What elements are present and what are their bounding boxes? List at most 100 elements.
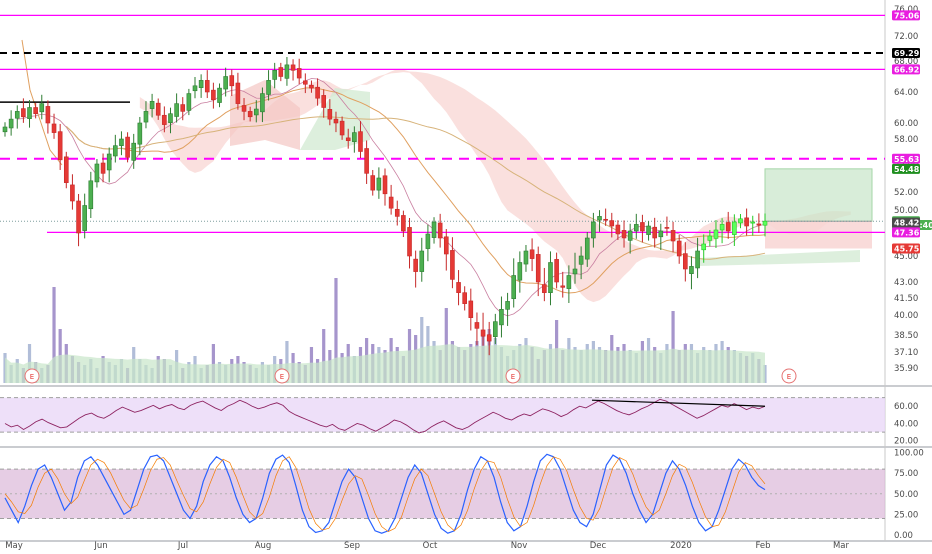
candle-body [296,68,302,79]
time-tick: Feb [755,541,770,550]
candle-body [689,266,694,274]
volume-bar [322,329,326,383]
candle-body [253,108,259,116]
price-tick: 41.50 [894,294,918,304]
candle-body [756,223,762,226]
price-tag-bg [892,153,920,164]
candle-body [493,321,498,337]
candle-body [333,118,339,124]
price-tag-bg [892,47,920,58]
candle-body [137,122,143,145]
stoch-rsi-pane[interactable]: 100.00 75.00 50.00 25.00 0.00 [0,449,924,541]
candle-body [480,329,486,337]
price-tag-label: 48.42 [894,219,919,228]
candle-body [88,180,94,210]
candle-body [358,131,363,152]
candle-body [554,259,559,283]
candle-body [707,235,713,241]
stoch-tick: 100.00 [894,449,924,459]
horizontal-levels[interactable] [0,14,885,233]
candle-body [272,70,277,80]
candle-body [744,217,749,227]
price-tick: 52.00 [894,188,918,198]
candle-body [57,131,63,161]
candle-body [315,86,320,99]
candle-body [45,106,51,124]
candle-body [633,224,639,232]
earnings-marker [505,368,521,384]
candle-body [382,175,388,195]
candle-body [443,236,449,255]
candle-body [646,225,651,235]
candle-body [284,64,290,79]
price-tag-bg [892,10,920,21]
candle-body [732,221,737,235]
candle-body [155,102,161,116]
price-tick: 35.90 [894,364,918,374]
time-tick: Jul [177,541,188,550]
price-tag-bg [892,64,920,75]
earnings-marker-label: E [787,373,791,381]
candle-body [223,76,228,90]
candle-body [235,82,241,104]
candle-body [701,243,707,251]
earnings-marker-label: E [30,373,34,381]
candle-body [676,240,682,257]
candle-body [621,230,627,239]
candle-body [149,101,155,109]
long-position-tool[interactable] [764,168,873,249]
candle-body [499,309,504,326]
rsi-tick: 20.00 [894,437,918,447]
candle-body [33,107,38,114]
rsi-line [4,398,766,434]
earnings-marker [274,368,290,384]
price-tick: 72.00 [894,32,918,42]
candle-body [609,220,615,227]
candle-body [278,67,284,77]
candle-body [27,107,32,119]
position-target-zone [764,168,873,222]
cloud-early-red [230,80,300,150]
price-tag-label: 47.36 [894,228,920,237]
candle-body [627,230,633,241]
stoch-band [0,469,885,519]
price-tick: 43.00 [894,278,918,288]
price-tick: 45.00 [894,252,918,262]
candle-body [603,218,608,221]
stoch-tick: 0.00 [894,531,913,541]
earnings-marker [781,368,797,384]
time-tick: Nov [511,541,528,550]
candle-body [8,118,14,129]
candle-body [450,250,455,280]
cloud-bullish-right [700,250,860,266]
candle-body [437,222,443,239]
candle-body [652,226,657,239]
candle-body [217,87,222,103]
rsi-pane[interactable]: 60.00 40.00 20.00 [0,397,918,447]
candle-body [517,262,523,281]
candle-body [425,233,431,249]
candle-body [658,230,664,238]
candle-body [100,162,106,174]
candlestick-series[interactable] [2,57,768,356]
candle-body [186,93,192,111]
volume-bar [285,341,289,383]
candle-body [76,200,81,234]
time-axis[interactable]: May Jun Jul Aug Sep Oct Nov Dec 2020 Feb Mar [5,541,849,551]
candle-body [321,95,327,108]
candle-body [615,224,621,235]
candle-body [597,216,602,221]
candle-body [474,322,480,329]
price-axis[interactable]: 76.0072.0068.0064.0060.0058.0055.0052.00… [894,5,918,374]
candle-body [548,262,553,293]
candle-body [131,142,137,161]
candle-body [39,103,45,113]
candle-body [695,250,700,269]
candle-body [591,221,596,239]
candle-body [456,282,461,293]
candle-body [82,205,87,231]
volume-bar [211,344,215,383]
